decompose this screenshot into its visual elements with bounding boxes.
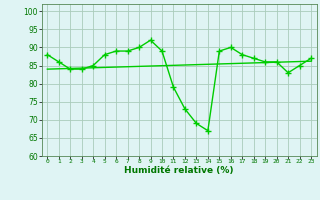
X-axis label: Humidité relative (%): Humidité relative (%) <box>124 166 234 175</box>
